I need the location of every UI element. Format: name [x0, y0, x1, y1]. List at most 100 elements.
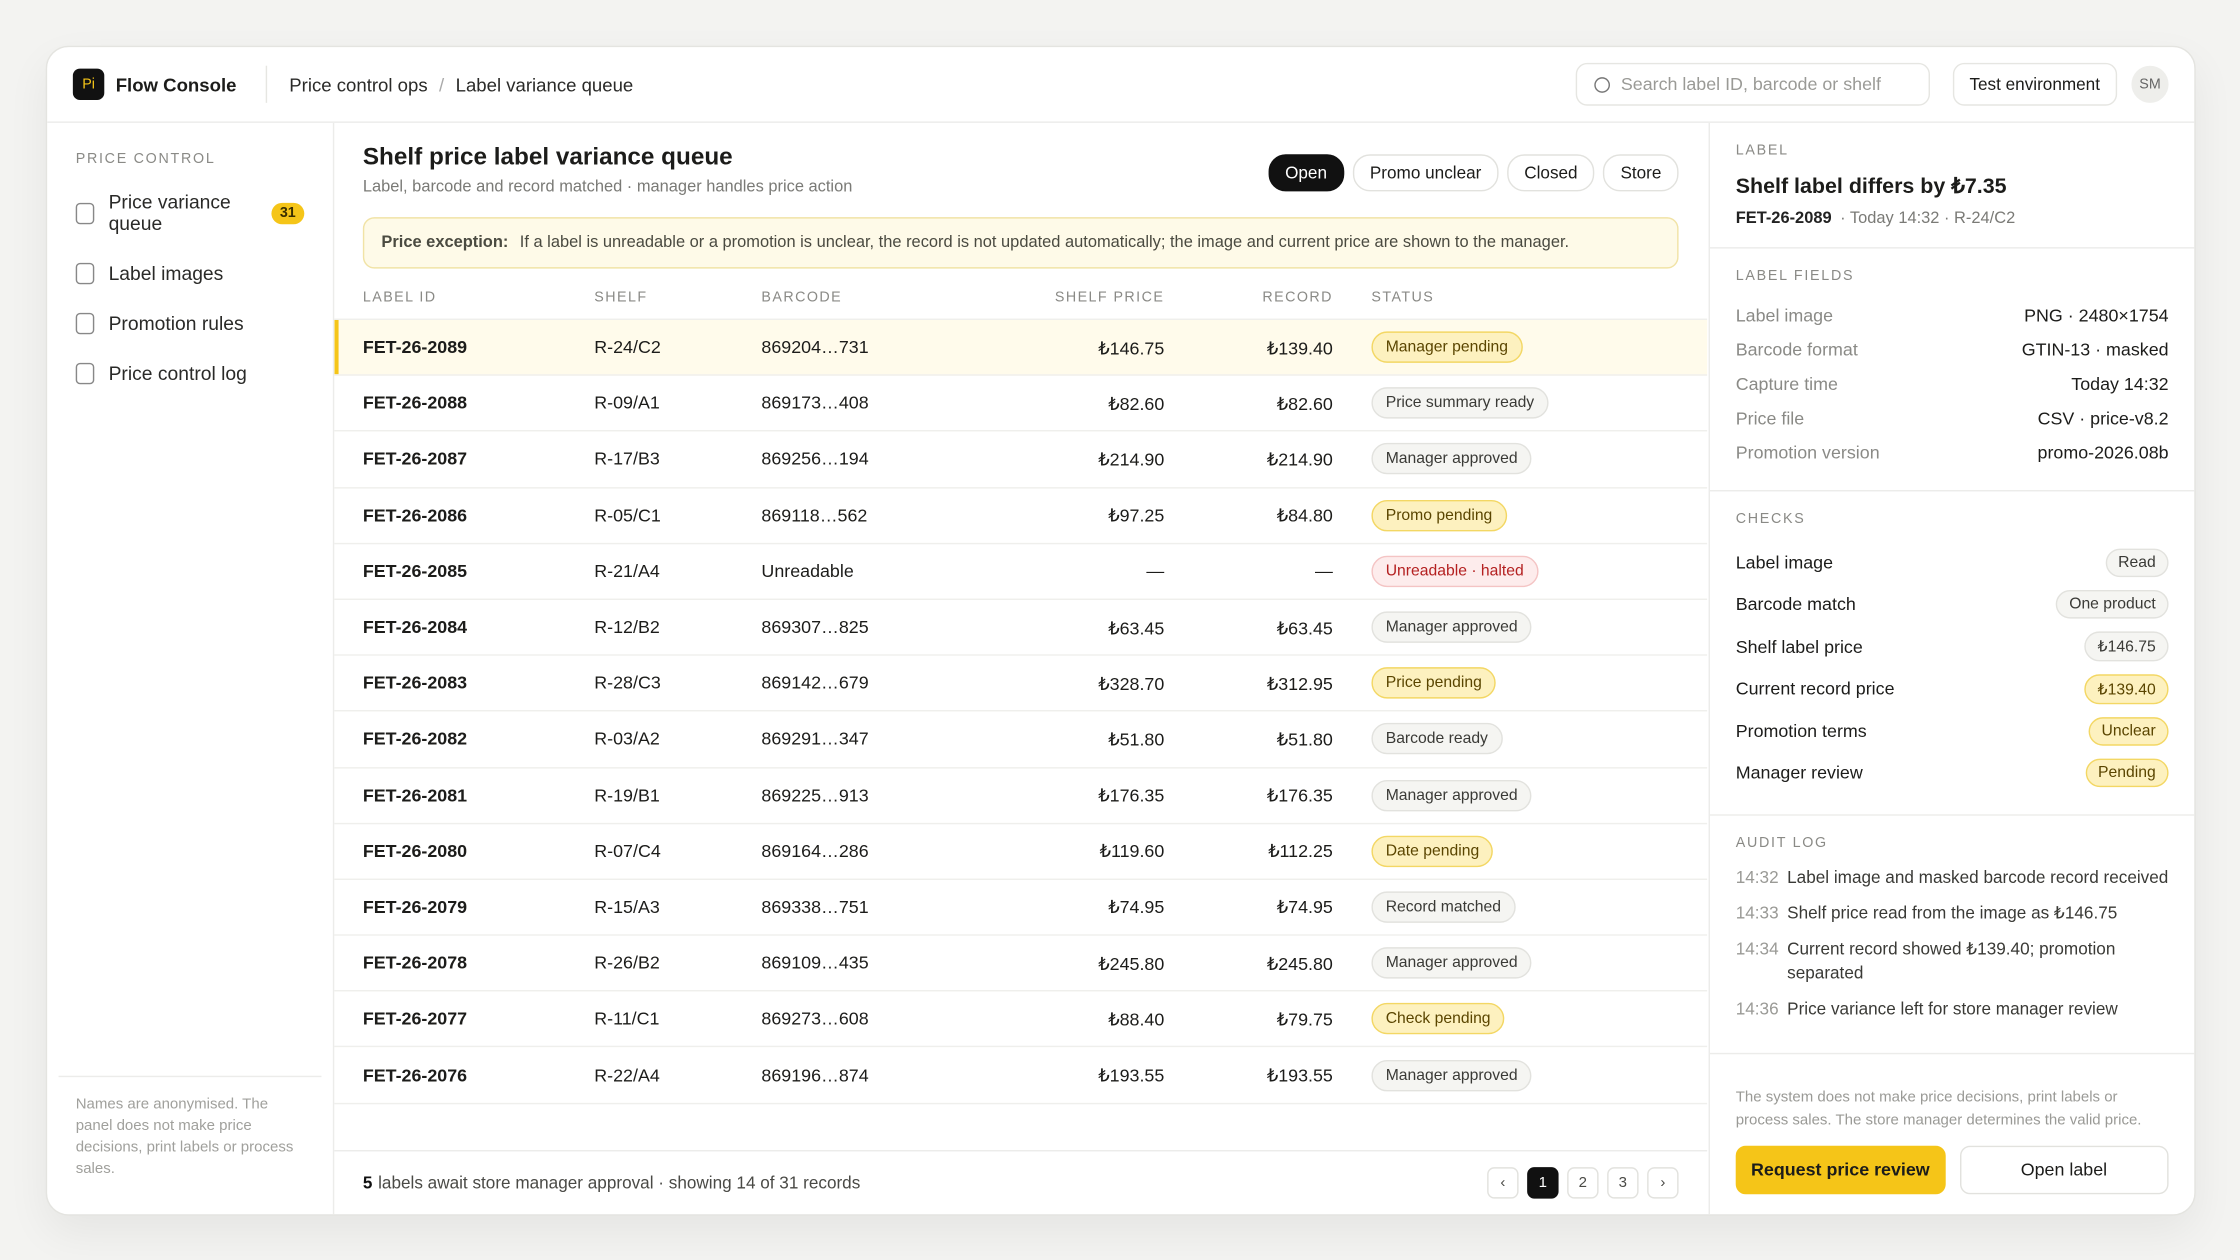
table-row[interactable]: FET-26-2084 R-12/B2 869307…825 ₺63.45 ₺63.45… [334, 600, 1708, 656]
check-value: Unclear [2088, 716, 2169, 746]
cell: ₺74.95 [1276, 897, 1333, 918]
table-row[interactable]: FET-26-2085 R-21/A4 Unreadable — — Unreadable… [334, 544, 1708, 600]
cell: ₺214.90 [1266, 449, 1333, 470]
cell: FET-26-2089 [362, 337, 468, 358]
cell: ₺88.40 [1108, 1009, 1165, 1030]
sidebar: PRICE CONTROL Price variance queue 31 Label… [47, 122, 335, 1215]
section-label: PRICE CONTROL [75, 151, 216, 168]
breadcrumb[interactable]: Price control ops [289, 73, 428, 95]
cell: FET-26-2083 [362, 673, 468, 694]
top-bar: Pi Flow Console Price control ops / Label va… [47, 47, 2195, 123]
table-row[interactable]: FET-26-2088 R-09/A1 869173…408 ₺82.60 ₺82.60… [334, 376, 1708, 432]
status-cell: Record matched [1333, 891, 1516, 923]
secondary-button[interactable]: Open label [1959, 1145, 2169, 1195]
cell: ₺139.40 [1266, 337, 1333, 358]
page-button[interactable]: › [1647, 1167, 1679, 1199]
column-header: BARCODE [761, 289, 843, 306]
cell: FET-26-2081 [362, 785, 468, 806]
column-header: SHELF [594, 289, 648, 306]
pagination: ‹ 1 2 3 › [1487, 1167, 1679, 1199]
search[interactable]: Search label ID, barcode or shelf [1575, 62, 1930, 106]
cell: FET-26-2080 [362, 841, 468, 862]
cell: ₺245.80 [1098, 953, 1165, 974]
cell: 869256…194 [761, 449, 869, 470]
search-placeholder: Search label ID, barcode or shelf [1620, 74, 1881, 95]
breadcrumb-separator: / [439, 73, 445, 95]
table-row[interactable]: FET-26-2079 R-15/A3 869338…751 ₺74.95 ₺74.95… [334, 880, 1708, 936]
page-button[interactable]: 1 [1527, 1167, 1559, 1199]
page-button[interactable]: 2 [1567, 1167, 1599, 1199]
status-badge: Price summary ready [1371, 387, 1549, 419]
status-cell: Promo pending [1333, 499, 1507, 531]
nav-item[interactable]: Price variance queue 31 [61, 181, 318, 244]
table-row[interactable]: FET-26-2080 R-07/C4 869164…286 ₺119.60 ₺112.… [334, 824, 1708, 880]
nav-item[interactable]: Label images [61, 253, 318, 294]
table-row[interactable]: FET-26-2081 R-19/B1 869225…913 ₺176.35 ₺176.… [334, 768, 1708, 824]
check-value: ₺139.40 [2084, 673, 2169, 704]
cell: R-22/A4 [594, 1065, 660, 1086]
page-button[interactable]: ‹ [1487, 1167, 1519, 1199]
nav-label: Promotion rules [108, 312, 244, 335]
table-row[interactable]: FET-26-2082 R-03/A2 869291…347 ₺51.80 ₺51.80… [334, 712, 1708, 768]
filter[interactable]: Closed [1507, 154, 1595, 192]
filter[interactable]: Open [1267, 154, 1345, 192]
filter[interactable]: Promo unclear [1352, 154, 1499, 192]
field-row: Promotion version promo-2026.08b [1736, 436, 2169, 470]
table-row[interactable]: FET-26-2078 R-26/B2 869109…435 ₺245.80 ₺245.… [334, 936, 1708, 992]
status-badge: Manager pending [1371, 331, 1523, 363]
environment[interactable]: Test environment [1952, 62, 2118, 106]
table-row[interactable]: FET-26-2086 R-05/C1 869118…562 ₺97.25 ₺84.80… [334, 488, 1708, 544]
filters: Open Promo unclear Closed Store [1267, 154, 1679, 195]
check-row: Current record price ₺139.40 [1736, 668, 2169, 710]
log-text: Label image and masked barcode record re… [1787, 867, 2169, 888]
nav-label: Price variance queue [108, 191, 231, 235]
cell: ₺74.95 [1108, 897, 1165, 918]
table-row[interactable]: FET-26-2083 R-28/C3 869142…679 ₺328.70 ₺312.… [334, 656, 1708, 712]
cell: — [1146, 561, 1165, 582]
nav-item[interactable]: Price control log [61, 353, 318, 394]
breadcrumb[interactable]: Label variance queue [455, 73, 634, 95]
queue: Shelf price label variance queue Label, b… [334, 123, 1708, 1214]
table-row[interactable]: FET-26-2076 R-22/A4 869196…874 ₺193.55 ₺193.… [334, 1048, 1708, 1104]
divider [264, 65, 267, 103]
status-badge: Date pending [1371, 835, 1494, 867]
check-value: One product [2056, 590, 2169, 619]
cell: FET-26-2082 [362, 729, 468, 750]
log-time: 14:33 [1735, 902, 1779, 923]
cell: ₺82.60 [1276, 393, 1333, 414]
check-row: Manager review Pending [1736, 752, 2169, 794]
cell: 869204…731 [761, 337, 869, 358]
check-row: Label image Read [1736, 541, 2169, 583]
eyebrow: LABEL [1735, 142, 1789, 159]
cell: ₺176.35 [1098, 785, 1165, 806]
cell: FET-26-2084 [362, 617, 468, 638]
detail-title: Shelf label differs by ₺7.35 [1735, 174, 2007, 199]
cell: 869291…347 [761, 729, 869, 750]
check-value: Read [2105, 548, 2169, 577]
cell: FET-26-2087 [362, 449, 468, 470]
table-row[interactable]: FET-26-2089 R-24/C2 869204…731 ₺146.75 ₺139.… [334, 319, 1708, 376]
sidebar-note: Names are anonymised. The panel does not… [58, 1075, 322, 1180]
console-window: Pi Flow Console Price control ops / Label va… [45, 45, 2196, 1216]
table-row[interactable]: FET-26-2077 R-11/C1 869273…608 ₺88.40 ₺79.75… [334, 992, 1708, 1048]
nav-item[interactable]: Promotion rules [61, 303, 318, 344]
cell: — [1314, 561, 1333, 582]
filter[interactable]: Store [1603, 154, 1679, 192]
app-name: Flow Console [115, 73, 237, 95]
field-row: Price file CSV · price-v8.2 [1736, 401, 2169, 435]
cell: ₺312.95 [1266, 673, 1333, 694]
column-header: STATUS [1371, 289, 1435, 306]
table-row[interactable]: FET-26-2087 R-17/B3 869256…194 ₺214.90 ₺214.… [334, 432, 1708, 488]
cell: ₺245.80 [1266, 953, 1333, 974]
log-text: Current record showed ₺139.40; promotion… [1787, 938, 2116, 983]
field-value: promo-2026.08b [2037, 442, 2169, 463]
field-key: Barcode format [1735, 339, 1858, 360]
check-row: Barcode match One product [1736, 584, 2169, 626]
primary-button[interactable]: Request price review [1735, 1145, 1945, 1195]
cell: 869109…435 [761, 953, 869, 974]
eyebrow: LABEL FIELDS [1735, 268, 1855, 285]
nav-label: Price control log [108, 362, 247, 385]
page-button[interactable]: 3 [1607, 1167, 1639, 1199]
log-time: 14:36 [1735, 998, 1779, 1019]
avatar[interactable]: SM [2131, 65, 2169, 103]
